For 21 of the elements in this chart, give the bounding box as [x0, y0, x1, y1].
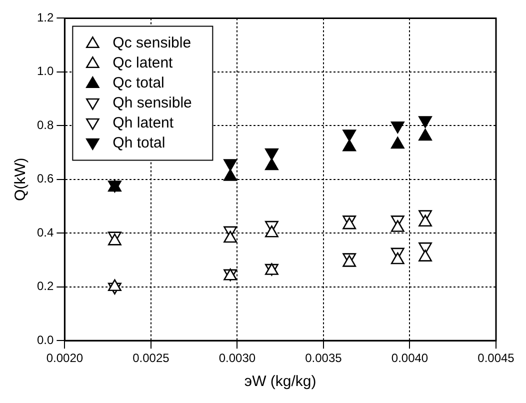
legend-label: Qc sensible: [112, 34, 192, 52]
x-tick-label: 0.0035: [305, 351, 342, 366]
x-axis-title: эW (kg/kg): [244, 373, 316, 390]
legend-label: Qh total: [112, 134, 166, 152]
x-tick-label: 0.0025: [132, 351, 170, 366]
y-tick-label: 1.0: [36, 64, 54, 78]
x-tick-label: 0.0040: [391, 351, 428, 366]
y-tick-label: 1.2: [36, 10, 54, 25]
y-tick-label: 0.4: [36, 225, 54, 240]
legend-label: Qc latent: [112, 54, 174, 72]
y-axis-title: Q(kW): [12, 158, 30, 202]
y-tick-label: 0.0: [36, 332, 54, 347]
legend-label: Qh sensible: [112, 94, 192, 112]
y-tick-label: 0.6: [36, 172, 54, 186]
x-tick-label: 0.0020: [46, 351, 84, 366]
legend-label: Qc total: [112, 74, 164, 92]
y-tick-label: 0.8: [36, 118, 54, 132]
y-tick-label: 0.2: [36, 279, 54, 294]
x-tick-label: 0.0045: [478, 351, 515, 366]
legend-label: Qh latent: [112, 114, 174, 132]
x-tick-label: 0.0030: [218, 351, 256, 366]
